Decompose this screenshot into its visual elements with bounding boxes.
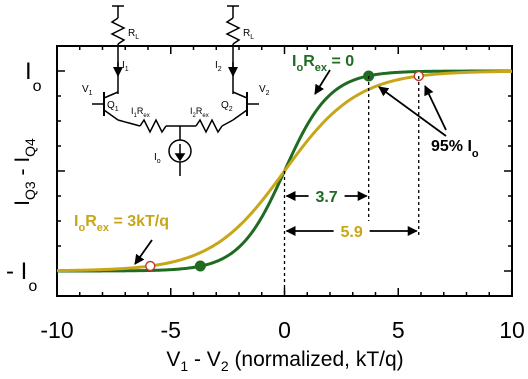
percent-label: 95% Io [431, 138, 479, 160]
percent-pointer-gold [424, 85, 447, 131]
svg-text:V2: V2 [259, 84, 270, 97]
svg-text:RL: RL [243, 28, 254, 41]
y-bottom-label: - Io [6, 258, 37, 295]
svg-text:I1Rex: I1Rex [131, 106, 150, 119]
svg-text:Io: Io [154, 152, 161, 165]
svg-text:I1: I1 [122, 60, 129, 73]
x-tick-label: 10 [499, 317, 525, 343]
green-series-label: IoRex = 0 [292, 53, 354, 74]
green-label-pointer [314, 69, 331, 95]
percent-pointer-green [378, 86, 447, 137]
x-tick-label: 0 [278, 317, 291, 343]
y-axis-label: IQ3 - IQ4 [11, 138, 38, 206]
gold-label-pointer [134, 239, 153, 265]
marker-gold [145, 260, 156, 272]
svg-text:RL: RL [128, 28, 139, 41]
x-axis-label: V1 - V2 (normalized, kT/q) [166, 348, 403, 374]
svg-text:I2Rex: I2Rex [190, 106, 209, 119]
x-tick-label: -10 [40, 317, 73, 343]
x-tick-labels: -10 -5 0 5 10 [40, 317, 524, 343]
svg-text:Q2: Q2 [221, 100, 233, 113]
guide-lines [283, 76, 420, 296]
span-label: 3.7 [315, 189, 337, 206]
y-top-label: Io [25, 58, 42, 95]
x-tick-label: -5 [161, 317, 181, 343]
span-label-bg [333, 221, 370, 241]
inset-circuit [92, 5, 259, 176]
span-label: 5.9 [340, 224, 362, 241]
inset-circuit-labels: RL RL I1 I2 V1 V2 Q1 Q2 I1Rex I2Rex Io [82, 28, 270, 165]
span-annotations: 3.7 5.9 [285, 186, 418, 241]
svg-text:Q1: Q1 [107, 100, 119, 113]
span-label-bg [308, 186, 345, 206]
marker-green [194, 260, 206, 272]
gold-series-label: IoRex = 3kT/q [74, 213, 169, 234]
svg-text:V1: V1 [82, 84, 93, 97]
x-tick-label: 5 [392, 317, 405, 343]
axis-ticks [56, 46, 513, 296]
svg-text:I2: I2 [215, 60, 222, 73]
